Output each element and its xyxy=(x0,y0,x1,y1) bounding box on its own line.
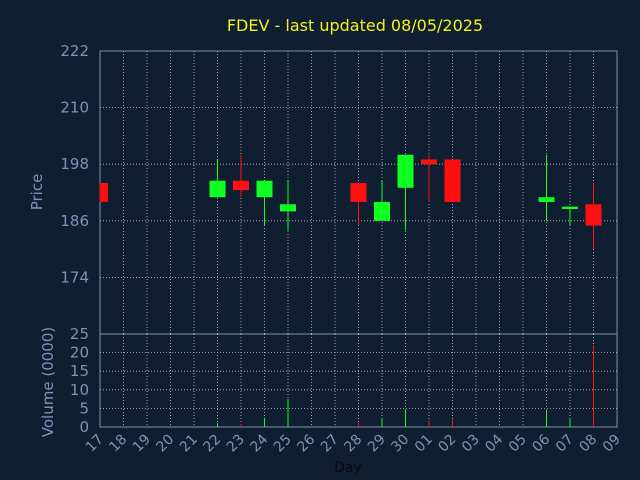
x-tick-label: 05 xyxy=(506,432,530,456)
x-tick-label: 03 xyxy=(459,432,483,456)
x-axis-label: Day xyxy=(334,460,362,476)
price-tick-label: 174 xyxy=(60,268,89,286)
x-tick-label: 21 xyxy=(177,432,201,456)
x-tick-label: 09 xyxy=(600,432,624,456)
price-tick-label: 186 xyxy=(60,212,89,230)
x-tick-label: 06 xyxy=(529,431,553,455)
x-tick-label: 19 xyxy=(130,432,154,456)
x-tick-label: 01 xyxy=(412,432,436,456)
x-tick-label: 18 xyxy=(106,432,130,456)
volume-tick-label: 10 xyxy=(70,381,89,399)
x-tick-label: 22 xyxy=(200,432,224,456)
candle-body xyxy=(585,204,602,226)
candle-body xyxy=(256,180,273,198)
x-tick-label: 26 xyxy=(294,431,318,455)
volume-tick-label: 5 xyxy=(79,399,89,417)
candle-body xyxy=(444,159,461,202)
x-tick-label: 02 xyxy=(435,432,459,456)
volume-tick-label: 25 xyxy=(70,325,89,343)
x-tick-label: 24 xyxy=(247,431,271,455)
x-tick-label: 25 xyxy=(271,432,295,456)
x-tick-label: 04 xyxy=(482,431,506,455)
candle-body xyxy=(538,197,555,202)
x-tick-label: 30 xyxy=(388,432,412,456)
price-tick-label: 198 xyxy=(60,155,89,173)
x-tick-label: 23 xyxy=(224,432,248,456)
candle-body xyxy=(350,183,367,202)
volume-series xyxy=(217,345,594,427)
candle-body xyxy=(100,183,108,202)
candle-body xyxy=(280,204,296,212)
volume-panel-frame xyxy=(99,333,618,428)
x-tick-label: 29 xyxy=(365,432,389,456)
price-axis-label: Price xyxy=(28,174,46,211)
chart-title: FDEV - last updated 08/05/2025 xyxy=(227,16,483,35)
candle-body xyxy=(562,206,578,210)
volume-tick-label: 15 xyxy=(70,362,89,380)
candle-body xyxy=(374,201,390,221)
volume-tick-label: 20 xyxy=(70,344,89,362)
price-tick-label: 210 xyxy=(60,99,89,117)
x-tick-label: 27 xyxy=(318,432,342,456)
volume-tick-label: 0 xyxy=(79,418,89,436)
candle-body xyxy=(421,159,437,165)
candle-body xyxy=(397,154,414,188)
volume-axis-label: Volume (0000) xyxy=(39,327,57,437)
x-tick-label: 20 xyxy=(153,432,177,456)
x-tick-label: 07 xyxy=(553,432,577,456)
candle-body xyxy=(233,180,249,191)
x-tick-label: 28 xyxy=(341,432,365,456)
candlestick-series xyxy=(99,154,602,250)
candle-body xyxy=(209,180,226,198)
x-tick-label: 08 xyxy=(576,432,600,456)
price-tick-label: 222 xyxy=(60,42,89,60)
axis-ticks: 17 18 19 20 21 22 23 24 25 26 27 28 29 30 01 02 03 04 05 06… xyxy=(60,42,623,455)
